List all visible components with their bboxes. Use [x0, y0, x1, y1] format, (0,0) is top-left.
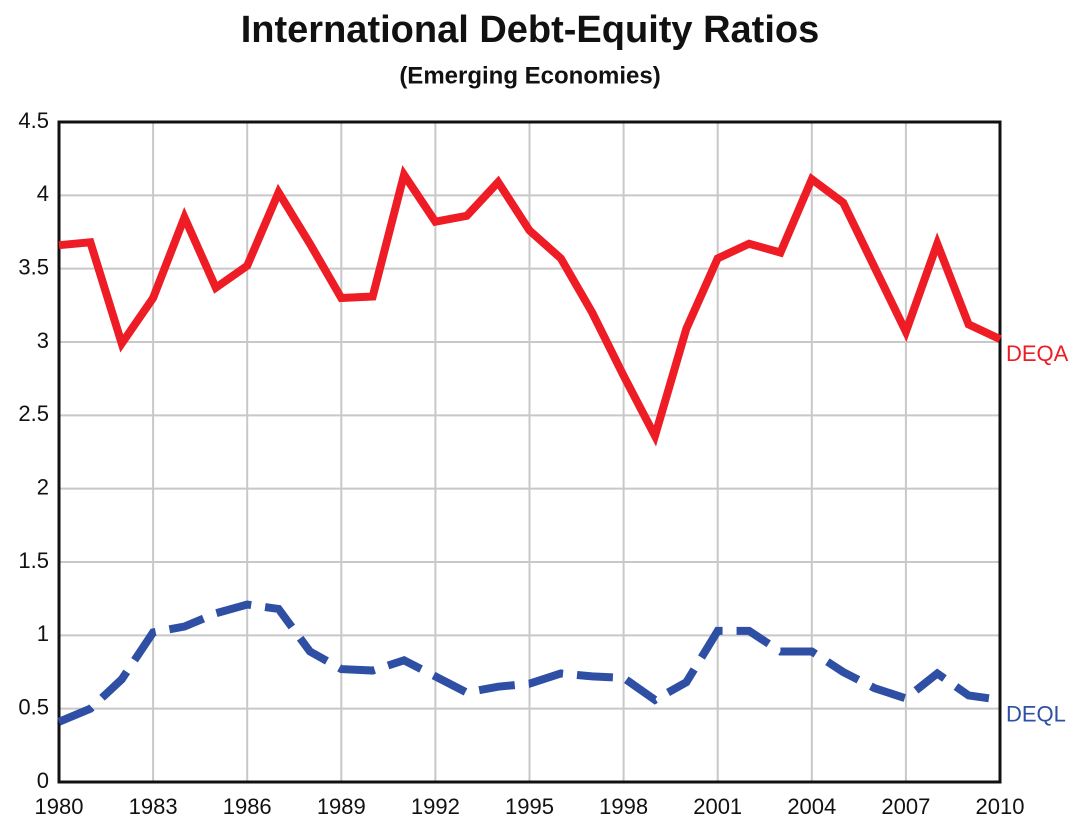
chart-subtitle: (Emerging Economies) [399, 62, 660, 89]
x-tick-label: 2001 [693, 794, 742, 819]
y-tick-label: 2 [37, 474, 49, 499]
x-tick-label: 2007 [881, 794, 930, 819]
y-tick-label: 4.5 [18, 108, 49, 133]
x-tick-label: 1992 [411, 794, 460, 819]
y-tick-label: 0.5 [18, 694, 49, 719]
y-tick-label: 2.5 [18, 401, 49, 426]
y-tick-label: 3 [37, 328, 49, 353]
x-tick-label: 2010 [976, 794, 1025, 819]
y-tick-label: 0 [37, 768, 49, 793]
series-label: DEQL [1006, 702, 1066, 727]
y-tick-label: 1 [37, 621, 49, 646]
x-tick-label: 1986 [223, 794, 272, 819]
chart-title: International Debt-Equity Ratios [241, 9, 819, 51]
x-tick-label: 1989 [317, 794, 366, 819]
y-tick-label: 3.5 [18, 254, 49, 279]
x-tick-label: 2004 [787, 794, 836, 819]
x-tick-label: 1980 [35, 794, 84, 819]
plot-frame [57, 120, 1002, 784]
x-tick-label: 1998 [599, 794, 648, 819]
y-tick-label: 1.5 [18, 548, 49, 573]
series-label: DEQA [1006, 341, 1069, 366]
x-tick-label: 1983 [129, 794, 178, 819]
x-tick-label: 1995 [505, 794, 554, 819]
series-line [58, 165, 1002, 447]
y-tick-label: 4 [37, 181, 49, 206]
series-line [57, 600, 1001, 726]
